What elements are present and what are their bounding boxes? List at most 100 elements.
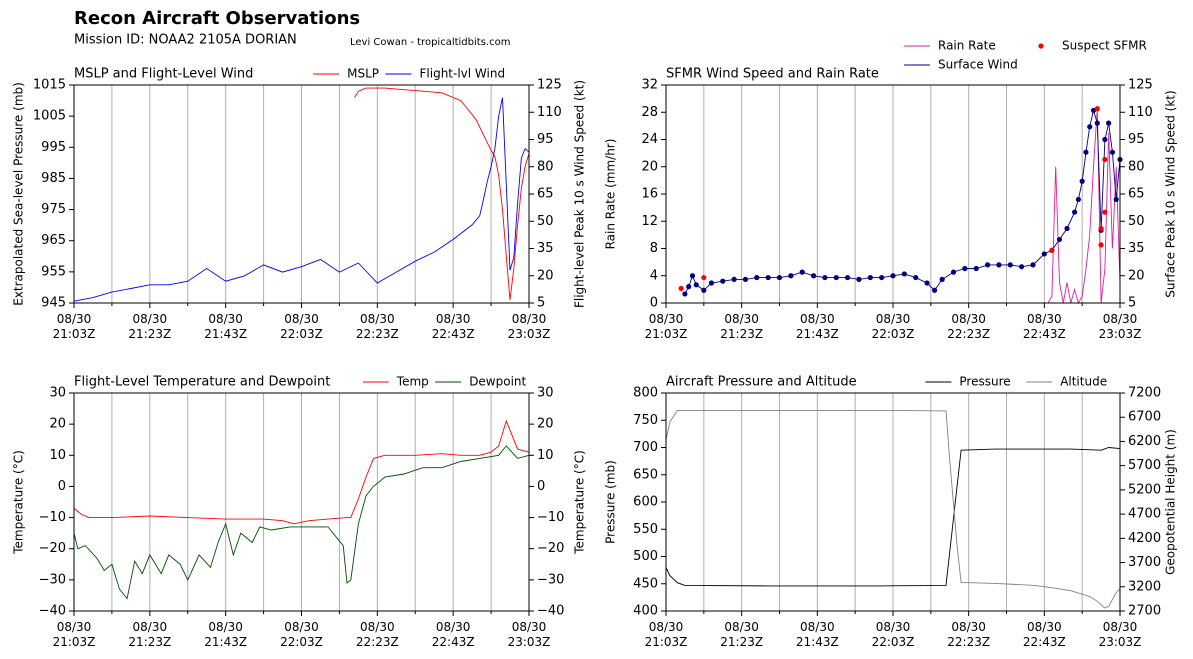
x-tick-label: 08/30 22:43Z <box>1023 620 1066 649</box>
credit: Levi Cowan - tropicaltidbits.com <box>350 37 510 48</box>
panel-title: Aircraft Pressure and Altitude <box>666 375 857 390</box>
x-tick-label: 08/30 23:03Z <box>1099 312 1142 341</box>
y-tick-label: 1005 <box>33 109 66 124</box>
y2-tick-label: 3700 <box>1128 555 1161 570</box>
marker <box>1102 209 1108 215</box>
y-axis-label: Pressure (mb) <box>604 460 618 544</box>
marker <box>1083 149 1089 155</box>
y-tick-label: 28 <box>641 105 658 120</box>
y2-tick-label: 5 <box>537 296 545 311</box>
y2-tick-label: 65 <box>537 187 554 202</box>
y-tick-label: 10 <box>49 448 66 463</box>
series-line <box>665 447 1121 587</box>
marker <box>1049 247 1055 253</box>
y2-axis-label: Temperature (°C) <box>573 450 587 555</box>
y2-tick-label: −20 <box>537 541 564 556</box>
y2-axis-label: Geopotential Height (m) <box>1164 429 1178 575</box>
x-tick-label: 08/30 21:23Z <box>128 620 171 649</box>
marker <box>1075 196 1081 203</box>
y-tick-label: 975 <box>41 202 66 217</box>
y-tick-label: 32 <box>641 78 658 93</box>
y-tick-label: 800 <box>633 386 658 401</box>
marker <box>890 273 896 279</box>
y2-tick-label: 125 <box>537 78 562 93</box>
y2-tick-label: 110 <box>1128 105 1153 120</box>
y-tick-label: 750 <box>633 413 658 428</box>
legend-label: Flight-lvl Wind <box>420 67 506 81</box>
legend-label: Pressure <box>959 375 1010 389</box>
marker <box>1019 264 1025 270</box>
marker <box>950 269 957 275</box>
marker <box>788 273 794 279</box>
x-tick-label: 08/30 21:43Z <box>204 312 247 341</box>
y2-tick-label: 50 <box>537 214 554 229</box>
y-tick-label: 995 <box>41 140 66 155</box>
x-tick-label: 08/30 21:23Z <box>128 312 171 341</box>
x-tick-label: 08/30 22:43Z <box>1023 312 1066 341</box>
y2-tick-label: 0 <box>537 479 545 494</box>
series-line <box>354 87 530 300</box>
panel-title: MSLP and Flight-Level Wind <box>74 67 253 82</box>
y-tick-label: 8 <box>650 241 658 256</box>
y-tick-label: −20 <box>39 541 66 556</box>
x-tick-label: 08/30 22:43Z <box>432 312 475 341</box>
marker <box>879 274 885 281</box>
marker <box>996 262 1002 268</box>
x-tick-label: 08/30 21:43Z <box>796 620 839 649</box>
marker <box>1109 149 1116 155</box>
marker <box>1102 136 1108 143</box>
marker <box>1098 242 1104 248</box>
y2-tick-label: 4200 <box>1128 531 1161 546</box>
marker <box>754 274 760 281</box>
figure-title: Recon Aircraft Observations <box>74 8 360 29</box>
y2-tick-label: 5200 <box>1128 482 1161 497</box>
y-tick-label: 650 <box>633 467 658 482</box>
marker <box>913 274 919 281</box>
y2-tick-label: 110 <box>537 105 562 120</box>
y-tick-label: 600 <box>633 495 658 510</box>
panel-title: Flight-Level Temperature and Dewpoint <box>74 375 330 390</box>
y-tick-label: 985 <box>41 171 66 186</box>
marker <box>1030 262 1036 268</box>
marker <box>1056 236 1063 243</box>
figure-subtitle: Mission ID: NOAA2 2105A DORIAN <box>74 33 297 48</box>
marker <box>932 287 938 293</box>
x-tick-label: 08/30 21:03Z <box>645 312 688 341</box>
y-tick-label: 965 <box>41 233 66 248</box>
y2-tick-label: 6700 <box>1128 410 1161 425</box>
marker <box>1094 120 1100 126</box>
series-line <box>684 108 1121 305</box>
marker <box>1041 251 1047 257</box>
x-tick-label: 08/30 22:23Z <box>356 620 399 649</box>
marker <box>1072 209 1078 215</box>
y2-tick-label: 30 <box>537 386 554 401</box>
y2-axis-label: Surface Peak 10 s Wind Speed (kt) <box>1164 90 1178 297</box>
marker <box>1113 196 1119 203</box>
y2-tick-label: 65 <box>1128 187 1145 202</box>
y-tick-label: 20 <box>49 417 66 432</box>
y2-tick-label: 95 <box>537 132 554 147</box>
marker <box>962 265 968 272</box>
marker <box>1064 225 1070 232</box>
marker <box>701 287 707 293</box>
y2-tick-label: 2700 <box>1128 604 1161 619</box>
y-tick-label: −40 <box>39 604 66 619</box>
y2-tick-label: 80 <box>537 159 554 174</box>
y2-tick-label: 95 <box>1128 132 1145 147</box>
y-tick-label: 0 <box>650 296 658 311</box>
marker <box>686 284 692 290</box>
marker <box>693 282 699 288</box>
y-tick-label: 24 <box>641 132 658 147</box>
marker <box>1007 262 1013 268</box>
legend-label: Rain Rate <box>938 39 996 53</box>
y2-tick-label: 20 <box>537 268 554 283</box>
marker <box>708 280 715 286</box>
marker <box>720 278 726 284</box>
legend-label: Suspect SFMR <box>1062 39 1147 53</box>
marker <box>939 276 945 282</box>
marker <box>867 274 873 281</box>
x-tick-label: 08/30 23:03Z <box>508 312 551 341</box>
marker <box>845 274 851 281</box>
y-tick-label: 1015 <box>33 78 66 93</box>
x-tick-label: 08/30 21:23Z <box>720 620 763 649</box>
